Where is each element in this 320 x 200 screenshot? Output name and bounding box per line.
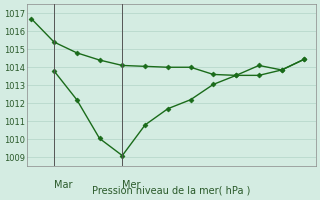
X-axis label: Pression niveau de la mer( hPa ): Pression niveau de la mer( hPa ) [92, 186, 251, 196]
Text: Mer: Mer [122, 180, 141, 190]
Text: Mar: Mar [54, 180, 73, 190]
